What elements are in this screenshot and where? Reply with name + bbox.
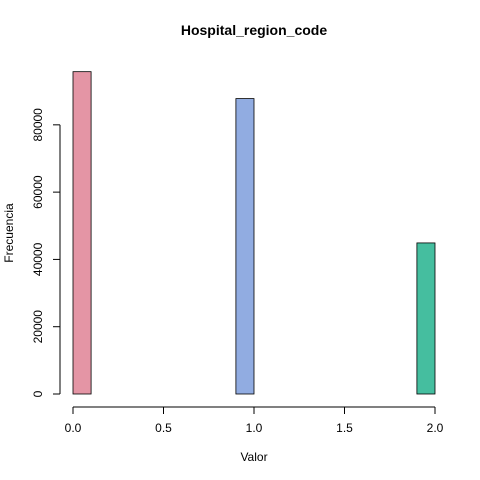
chart-title: Hospital_region_code	[181, 22, 327, 38]
y-tick-label: 80000	[31, 108, 45, 142]
x-tick-label: 0.0	[65, 421, 82, 435]
x-tick-label: 0.5	[155, 421, 172, 435]
y-tick-label: 20000	[31, 310, 45, 344]
x-tick-label: 1.0	[246, 421, 263, 435]
histogram-bar	[72, 71, 92, 395]
y-tick-label: 60000	[31, 175, 45, 209]
y-tick-label: 40000	[31, 242, 45, 276]
y-axis: 0 20000 40000 60000 80000	[31, 108, 61, 397]
x-tick-label: 2.0	[427, 421, 444, 435]
bars-group	[72, 71, 436, 395]
histogram-bar	[416, 242, 436, 395]
x-tick-label: 1.5	[336, 421, 353, 435]
histogram-bar	[235, 98, 255, 395]
y-tick-label: 0	[31, 390, 45, 397]
y-axis-label: Frecuencia	[2, 203, 16, 263]
x-axis: 0.0 0.5 1.0 1.5 2.0	[65, 406, 444, 435]
x-axis-label: Valor	[240, 450, 267, 464]
